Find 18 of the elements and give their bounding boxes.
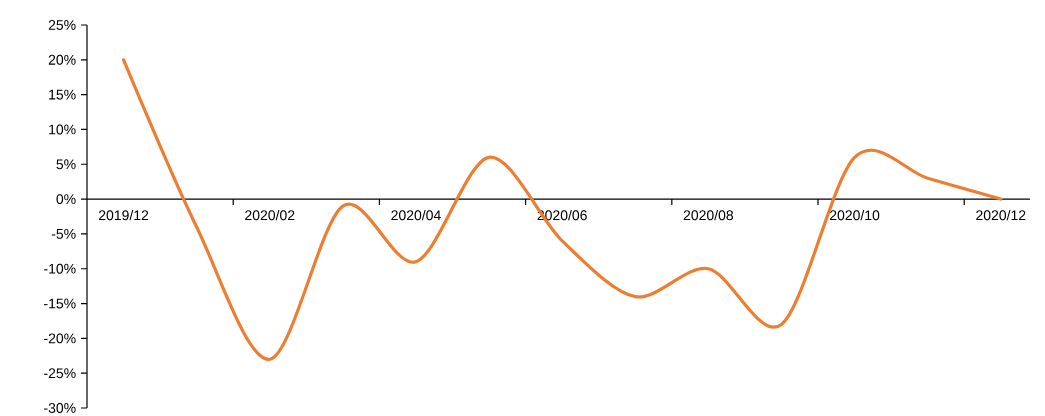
y-tick-label: -10% — [44, 263, 76, 274]
y-tick-label: -5% — [51, 228, 76, 239]
y-tick-label: 20% — [48, 54, 76, 65]
x-tick-label: 2020/10 — [829, 209, 880, 221]
y-tick-label: 10% — [49, 124, 76, 135]
y-tick-label: 15% — [49, 89, 76, 100]
y-tick-label: -30% — [44, 403, 76, 413]
x-tick-label: 2019/12 — [98, 209, 149, 221]
y-tick-label: 0% — [56, 194, 76, 205]
x-tick-label: 2020/12 — [976, 209, 1026, 221]
x-tick-label: 2020/02 — [245, 209, 295, 221]
x-tick-label: 2020/08 — [683, 209, 734, 221]
y-tick-label: 25% — [48, 20, 76, 30]
x-tick-label: 2020/04 — [391, 209, 441, 221]
y-tick-label: 5% — [56, 159, 76, 170]
y-tick-label: -15% — [44, 298, 76, 309]
y-tick-label: -25% — [44, 368, 76, 379]
y-tick-label: -20% — [44, 333, 76, 344]
